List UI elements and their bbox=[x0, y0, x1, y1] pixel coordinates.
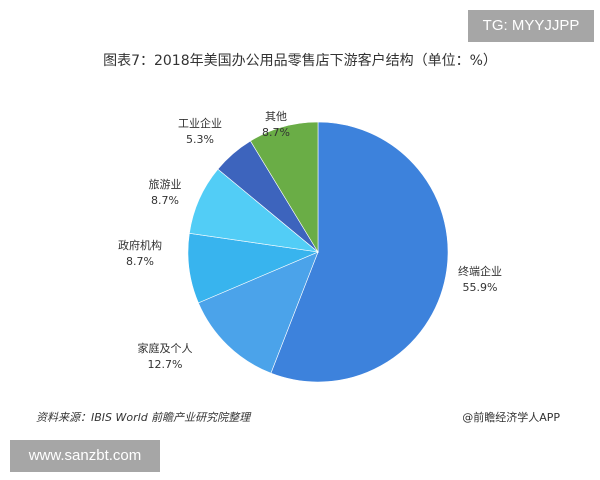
watermark-web: www.sanzbt.com bbox=[10, 440, 160, 472]
pie-slice-1 bbox=[197, 251, 319, 374]
slice-value-label: 5.3% bbox=[186, 133, 214, 146]
slice-category-label: 工业企业 bbox=[178, 116, 222, 130]
slice-category-label: 政府机构 bbox=[118, 238, 162, 252]
slice-value-label: 12.7% bbox=[148, 358, 183, 371]
slice-category-label: 家庭及个人 bbox=[138, 341, 193, 355]
slice-value-label: 8.7% bbox=[126, 255, 154, 268]
watermark-tg: TG: MYYJJPP bbox=[468, 10, 594, 42]
pie-slice-5 bbox=[250, 121, 319, 254]
slice-value-label: 8.7% bbox=[262, 126, 290, 139]
brand-note: @前瞻经济学人APP bbox=[462, 411, 560, 424]
slice-category-label: 终端企业 bbox=[458, 264, 502, 278]
slice-value-label: 8.7% bbox=[151, 194, 179, 207]
slice-category-label: 其他 bbox=[265, 110, 287, 123]
source-note: 资料来源：IBIS World 前瞻产业研究院整理 bbox=[36, 411, 251, 424]
pie-slice-0 bbox=[270, 121, 449, 383]
slice-category-label: 旅游业 bbox=[149, 177, 182, 191]
chart-title: 图表7：2018年美国办公用品零售店下游客户结构（单位：%） bbox=[103, 53, 497, 69]
slice-value-label: 55.9% bbox=[463, 281, 498, 294]
